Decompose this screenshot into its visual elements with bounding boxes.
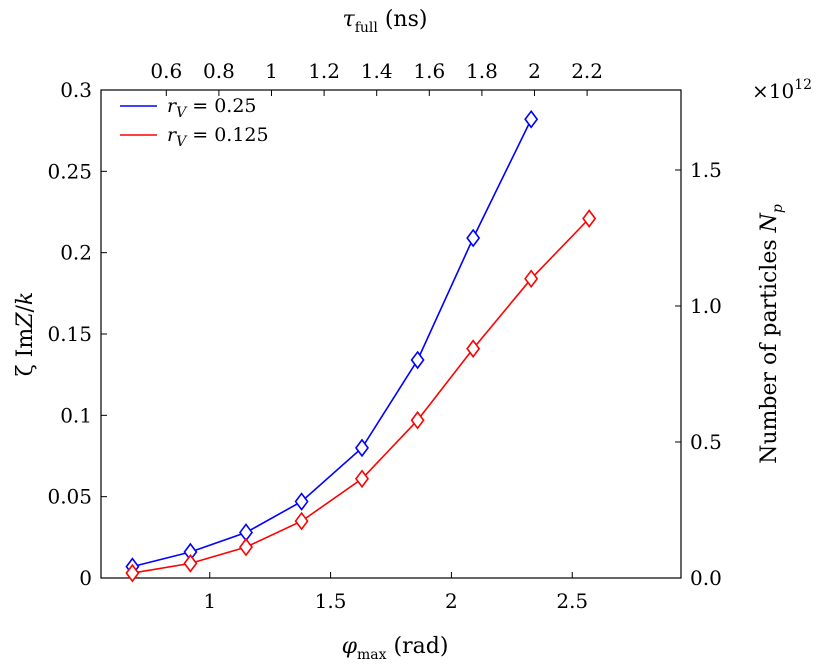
series-2-point <box>524 269 539 289</box>
x-tick-label: 1.5 <box>315 589 347 613</box>
top-tick-label: 2.2 <box>571 59 603 83</box>
right-axis-label: Number of particles Np <box>757 204 786 464</box>
right-axis-ticks: 0.0 0.5 1.0 1.5 <box>675 158 722 590</box>
right-tick-label: 0.0 <box>690 566 722 590</box>
plot-border <box>100 89 682 579</box>
series-2-point <box>183 554 198 573</box>
left-axis-label: ζ ImZ/k <box>13 292 38 377</box>
top-axis-ticks: 0.6 0.8 1 1.2 1.4 1.6 1.8 2 2.2 <box>150 59 603 96</box>
top-tick-label: 2 <box>528 59 541 83</box>
legend-label-series-1: rV = 0.25 <box>167 95 257 121</box>
y-tick-label: 0.05 <box>47 485 92 509</box>
series-1-point <box>410 350 425 370</box>
y-tick-label: 0.1 <box>60 403 92 427</box>
x-tick-label: 2 <box>445 589 458 613</box>
top-tick-label: 1.2 <box>308 59 340 83</box>
series-2-point <box>294 511 309 531</box>
series-2 <box>125 209 597 583</box>
x-axis-label: φmax (rad) <box>342 634 449 663</box>
series-layer <box>125 109 597 583</box>
series-1-point <box>524 109 539 129</box>
top-tick-label: 0.8 <box>203 59 235 83</box>
y-tick-label: 0 <box>79 566 92 590</box>
series-1-point <box>466 228 481 248</box>
legend: rV = 0.25 rV = 0.125 <box>120 95 269 150</box>
series-2-point <box>466 339 481 358</box>
top-tick-label: 1.6 <box>413 59 445 83</box>
y-tick-label: 0.2 <box>60 241 92 265</box>
series-2-point <box>355 469 369 489</box>
x-tick-label: 2.5 <box>556 589 588 613</box>
series-1-point <box>355 438 369 458</box>
y-tick-label: 0.25 <box>47 159 92 183</box>
top-axis-label: τfull (ns) <box>343 7 428 36</box>
top-tick-label: 1 <box>265 59 278 83</box>
y-tick-label: 0.15 <box>47 322 92 346</box>
right-axis-multiplier: ×1012 <box>752 77 812 103</box>
left-axis-ticks: 0 0.05 0.1 0.15 0.2 0.25 0.3 <box>47 78 107 590</box>
series-1-point <box>294 492 309 511</box>
plot-frame <box>100 89 682 579</box>
top-tick-label: 0.6 <box>150 59 182 83</box>
series-2-point <box>410 410 425 430</box>
x-axis-ticks: 1 1.5 2 2.5 <box>203 572 588 613</box>
right-tick-label: 1.0 <box>690 294 722 318</box>
series-2-point <box>239 537 253 557</box>
series-2-point <box>125 563 140 583</box>
series-1-line <box>132 118 532 568</box>
right-tick-label: 0.5 <box>690 430 722 454</box>
series-2-line <box>132 217 590 574</box>
legend-label-series-2: rV = 0.125 <box>167 124 269 150</box>
top-tick-label: 1.4 <box>361 59 393 83</box>
y-tick-label: 0.3 <box>60 78 92 102</box>
x-tick-label: 1 <box>203 589 216 613</box>
top-tick-label: 1.8 <box>466 59 498 83</box>
right-tick-label: 1.5 <box>690 158 722 182</box>
series-2-point <box>582 209 597 228</box>
